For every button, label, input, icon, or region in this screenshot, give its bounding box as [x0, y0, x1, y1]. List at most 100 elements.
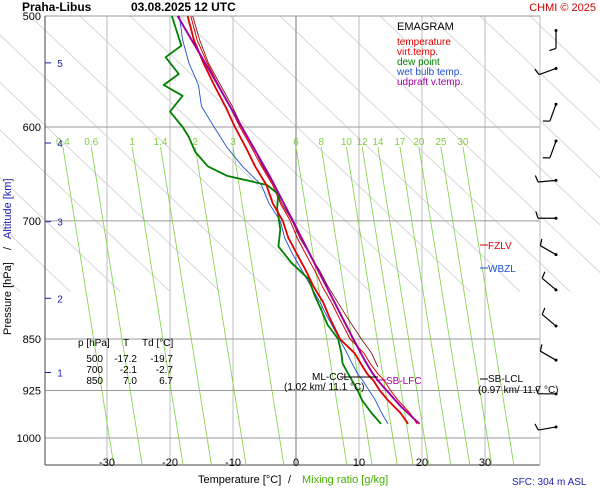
x-label-mixing: Mixing ratio [g/kg] — [302, 474, 388, 486]
y-label-pressure: Pressure [hPa] — [2, 262, 14, 335]
barb-station-dot — [554, 178, 558, 182]
x-tick-label: -30 — [99, 457, 115, 469]
x-axis-label: Temperature [°C] / Mixing ratio [g/kg] — [198, 474, 388, 486]
station-name: Praha-Libus — [22, 0, 92, 14]
mixing-ratio-line — [320, 146, 373, 466]
x-label-temperature: Temperature [°C] — [198, 474, 281, 486]
barb-station-dot — [554, 324, 558, 328]
wind-barb — [534, 423, 558, 431]
dry-adiabat-line — [429, 15, 600, 179]
mixing-ratio-line — [399, 146, 452, 466]
dry-adiabat-line — [79, 15, 371, 292]
barb-staff — [541, 277, 557, 291]
wind-barb — [541, 271, 558, 292]
altitude-tick-label: 4 — [57, 139, 63, 150]
wind-barb — [535, 386, 558, 396]
table-cell: -19.7 — [150, 354, 173, 365]
header-datetime: 03.08.2025 12 UTC — [131, 0, 236, 14]
mixing-ratio-label: 25 — [435, 137, 447, 148]
dry-adiabat-line — [0, 34, 271, 292]
table-cell: -2.7 — [156, 365, 174, 376]
barb-feather — [534, 423, 539, 431]
parcel-line — [192, 15, 379, 368]
legend: EMAGRAM temperature virt.temp. dew point… — [396, 21, 463, 88]
barb-feather — [541, 307, 546, 315]
barb-staff — [540, 245, 557, 256]
table-cell: -17.2 — [114, 354, 137, 365]
dry-adiabat-line — [379, 15, 600, 226]
wind-barb — [534, 66, 558, 76]
pressure-tick-label: 925 — [23, 386, 41, 398]
table-header-t: T — [123, 338, 129, 349]
mixing-ratio-label: 2 — [192, 137, 198, 148]
wind-barbs — [534, 28, 558, 431]
dry-adiabat-line — [479, 15, 600, 131]
pressure-tick-label: 500 — [23, 11, 41, 23]
x-tick-label: -20 — [162, 457, 178, 469]
fzlv-label: FZLV — [488, 241, 512, 252]
wind-barb — [542, 102, 558, 122]
mixing-ratio-line — [462, 146, 515, 466]
barb-feather — [539, 344, 543, 352]
altitude-tick-label: 2 — [57, 294, 63, 305]
table-header-p: p [hPa] — [78, 338, 110, 349]
barb-station-dot — [554, 28, 558, 32]
mixing-ratio-label: 10 — [341, 137, 353, 148]
x-label-separator: / — [288, 474, 292, 486]
mixing-ratio-line — [194, 146, 247, 466]
pressure-tick-label: 700 — [23, 216, 41, 228]
dry-adiabat-line — [0, 129, 171, 292]
dry-adiabat-line — [329, 15, 600, 274]
mixing-ratio-label: 6 — [293, 137, 299, 148]
barb-staff — [549, 140, 557, 159]
x-tick-label: 0 — [293, 457, 299, 469]
sfc-info: SFC: 304 m ASL — [512, 477, 587, 488]
legend-entry-virt-temp: virt.temp. — [397, 47, 438, 58]
annotations: FZLV WBZL ML-CCL (1.02 km/ 11.1 °C) SB-L… — [284, 241, 559, 396]
dry-adiabat-line — [0, 224, 71, 292]
mixing-ratio-label: 20 — [413, 137, 425, 148]
barb-feather — [535, 386, 539, 395]
mixing-ratio-line — [346, 146, 398, 466]
mixing-ratio-line — [131, 146, 184, 466]
temperature-line — [186, 15, 409, 425]
x-tick-label: 10 — [353, 457, 365, 469]
table-cell: -2.1 — [120, 365, 138, 376]
dry-adiabat-line — [529, 15, 600, 84]
wind-barb — [541, 307, 558, 328]
mixing-ratio-line — [361, 146, 414, 466]
mixing-ratio-lines: 0.4 0.6 1 1.4 2 3 6 8 10 12 14 17 20 25 30 — [56, 137, 515, 466]
wind-barb — [539, 344, 558, 362]
table-cell: 6.7 — [159, 376, 173, 387]
barb-station-dot — [554, 253, 558, 257]
mixing-ratio-line — [377, 146, 430, 466]
dry-adiabat-line — [229, 15, 521, 292]
dry-adiabat-line — [0, 176, 121, 292]
y-axis-label: Pressure [hPa] / Altitude [km] — [2, 178, 14, 335]
ml-ccl-detail: (1.02 km/ 11.1 °C) — [284, 382, 365, 393]
barb-feather — [539, 238, 543, 246]
barb-station-dot — [554, 102, 558, 106]
mixing-ratio-line — [160, 146, 212, 466]
mixing-ratio-line — [232, 146, 285, 466]
mixing-ratio-label: 0.4 — [56, 137, 70, 148]
mixing-ratio-line — [62, 146, 115, 466]
profile-lines — [162, 15, 421, 425]
barb-station-dot — [554, 288, 558, 292]
mixing-ratio-line — [418, 146, 471, 466]
sounding-table: p [hPa] T Td [°C] 500 -17.2 -19.7 700 -2… — [78, 338, 173, 387]
barb-feather — [549, 47, 557, 52]
table-cell: 850 — [86, 376, 103, 387]
mixing-ratio-label: 14 — [372, 137, 384, 148]
barb-station-dot — [554, 392, 558, 396]
barb-station-dot — [554, 358, 558, 362]
mixing-ratio-label: 17 — [394, 137, 406, 148]
barb-staff — [540, 350, 557, 361]
barb-staff — [538, 67, 557, 76]
wind-barb — [542, 139, 558, 159]
altitude-tick-label: 3 — [57, 218, 63, 229]
legend-title: EMAGRAM — [397, 21, 454, 33]
barb-station-dot — [554, 425, 558, 429]
sb-lcl-detail: (0.97 km/ 11.7 °C) — [478, 385, 559, 396]
